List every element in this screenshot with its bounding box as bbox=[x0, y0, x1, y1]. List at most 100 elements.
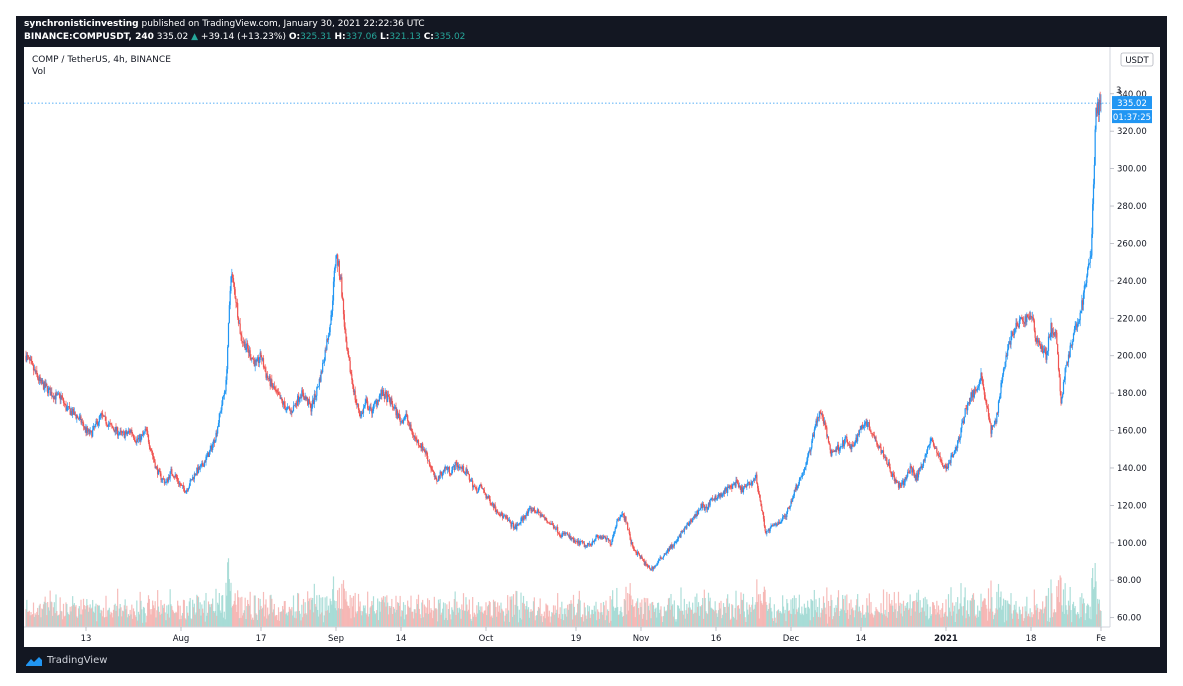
candle-body bbox=[270, 379, 272, 386]
volume-bar bbox=[1007, 603, 1010, 627]
volume-bar bbox=[310, 597, 312, 627]
price-chart[interactable]: 60.0080.00100.00120.00140.00160.00180.00… bbox=[24, 47, 1160, 647]
volume-bar bbox=[440, 614, 442, 627]
candle-body bbox=[73, 411, 75, 415]
volume-bar bbox=[341, 583, 343, 627]
candle-body bbox=[420, 446, 422, 449]
candle-body bbox=[47, 388, 50, 394]
candle-body bbox=[687, 523, 689, 525]
volume-bar bbox=[560, 618, 562, 627]
volume-bar bbox=[629, 583, 631, 627]
volume-bar bbox=[386, 595, 388, 627]
volume-bar bbox=[1050, 579, 1052, 627]
candle-body bbox=[840, 446, 842, 448]
candle-body bbox=[452, 466, 455, 467]
candle-body bbox=[337, 254, 339, 266]
candle-body bbox=[347, 351, 350, 358]
candle-body bbox=[762, 512, 765, 519]
volume-bar bbox=[721, 618, 723, 627]
candle-body bbox=[747, 482, 750, 483]
volume-bar bbox=[487, 604, 490, 627]
volume-bar bbox=[762, 604, 764, 627]
y-tick-label: 220.00 bbox=[1117, 314, 1147, 324]
volume-bar bbox=[320, 597, 322, 627]
candle-body bbox=[827, 436, 829, 438]
candle-body bbox=[854, 443, 856, 446]
candle-body bbox=[53, 395, 55, 399]
change-arrow-icon: ▲ bbox=[191, 32, 199, 42]
candle-body bbox=[710, 498, 712, 501]
volume-bar bbox=[701, 604, 703, 627]
candle-body bbox=[973, 389, 975, 398]
candle-body bbox=[880, 447, 882, 453]
candle-body bbox=[1057, 354, 1060, 370]
candle-body bbox=[656, 564, 658, 566]
volume-bar bbox=[82, 609, 84, 627]
candle-body bbox=[1071, 344, 1073, 346]
volume-bar bbox=[353, 617, 355, 627]
volume-bar bbox=[517, 606, 519, 627]
volume-bar bbox=[52, 607, 55, 627]
candle-body bbox=[84, 427, 86, 429]
candle-body bbox=[401, 420, 403, 422]
candle-body bbox=[306, 397, 308, 400]
candle-body bbox=[555, 528, 557, 530]
candle-body bbox=[733, 483, 735, 485]
candle-body bbox=[403, 419, 405, 420]
volume-bar bbox=[607, 609, 609, 627]
candle-body bbox=[726, 488, 728, 493]
volume-bar bbox=[361, 615, 363, 627]
volume-bar bbox=[55, 594, 57, 627]
candle-body bbox=[550, 523, 552, 525]
volume-bar bbox=[874, 611, 876, 627]
candle-body bbox=[958, 437, 960, 441]
candle-body bbox=[199, 466, 201, 470]
volume-bar bbox=[217, 602, 219, 627]
volume-bar bbox=[462, 593, 465, 627]
candle-body bbox=[162, 478, 165, 480]
candle-body bbox=[883, 456, 885, 458]
candle-body bbox=[392, 403, 394, 408]
candle-body bbox=[185, 491, 187, 493]
candle-body bbox=[332, 281, 335, 301]
candle-body bbox=[803, 469, 805, 473]
candle-body bbox=[985, 400, 987, 404]
currency-badge[interactable]: USDT bbox=[1120, 52, 1154, 67]
volume-bar bbox=[69, 606, 71, 627]
candle-body bbox=[602, 537, 604, 539]
volume-bar bbox=[622, 615, 625, 627]
candle-body bbox=[127, 430, 130, 433]
volume-bar bbox=[938, 614, 940, 627]
candle-body bbox=[1027, 316, 1030, 318]
candle-body bbox=[172, 474, 174, 477]
candle-body bbox=[211, 445, 213, 450]
volume-bar bbox=[459, 609, 461, 627]
volume-bar bbox=[595, 601, 597, 627]
volume-bar bbox=[783, 613, 785, 627]
volume-bar bbox=[325, 610, 327, 627]
volume-bar bbox=[703, 589, 705, 627]
volume-bar bbox=[973, 599, 975, 627]
candle-body bbox=[176, 477, 178, 479]
chart-area[interactable]: 60.00 80.00 100.00 120.00 140.00 160.00 180.00… bbox=[24, 47, 1160, 647]
candle-body bbox=[52, 396, 54, 398]
candle-body bbox=[913, 472, 915, 478]
candle-body bbox=[716, 498, 718, 500]
volume-bar bbox=[412, 611, 414, 627]
volume-bar bbox=[487, 606, 489, 627]
volume-bar bbox=[1020, 614, 1022, 627]
currency-label[interactable]: USDT bbox=[1125, 56, 1149, 66]
candle-body bbox=[532, 507, 535, 512]
candle-body bbox=[40, 379, 42, 381]
candle-body bbox=[374, 402, 376, 403]
candle-body bbox=[940, 459, 942, 461]
candle-body bbox=[735, 480, 737, 487]
candle-body bbox=[442, 469, 445, 474]
footer-brand[interactable]: TradingView bbox=[47, 655, 108, 666]
candle-body bbox=[1077, 323, 1079, 328]
candle-body bbox=[672, 545, 674, 548]
volume-bar bbox=[242, 612, 245, 627]
candle-body bbox=[779, 522, 781, 524]
candle-body bbox=[472, 485, 475, 488]
candle-body bbox=[330, 315, 332, 325]
